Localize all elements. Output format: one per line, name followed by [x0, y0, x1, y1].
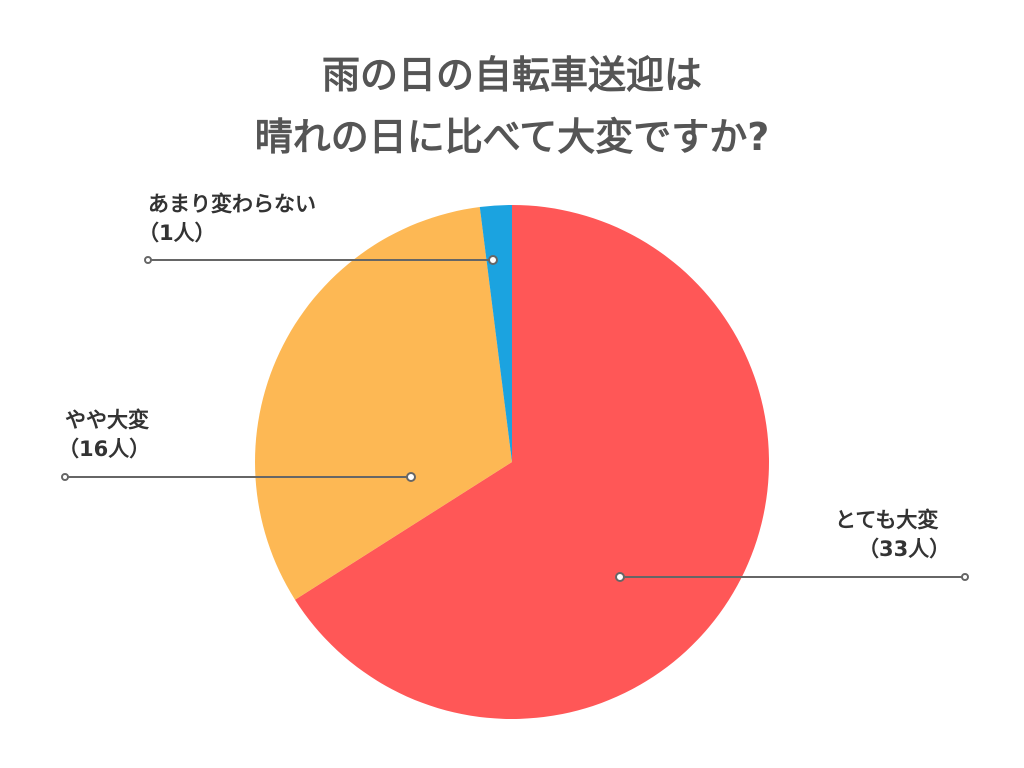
chart-title-line-1: 雨の日の自転車送迎は [322, 53, 702, 97]
slice-count-not-much-different: （1人） [138, 221, 216, 245]
pie-slice-not-much-different [479, 205, 512, 462]
pie-slices [254, 205, 769, 720]
slice-count-very-hard: （33人） [858, 537, 950, 561]
leader-dot-outer-somewhat-hard [61, 473, 69, 481]
slice-label-somewhat-hard: やや大変 [65, 408, 149, 432]
slice-label-very-hard: とても大変 [835, 508, 938, 532]
leader-dot-outer-not-much-different [144, 256, 152, 264]
leader-dot-outer-very-hard [961, 573, 969, 581]
leader-dot-inner-somewhat-hard [406, 472, 416, 482]
pie-slice-very-hard [295, 205, 769, 720]
pie-slice-somewhat-hard [254, 207, 512, 600]
chart-title-line-2: 晴れの日に比べて大変ですか? [255, 115, 770, 159]
leader-lines [61, 255, 969, 582]
leader-dot-inner-not-much-different [488, 255, 498, 265]
leader-dot-inner-very-hard [615, 572, 625, 582]
slice-label-not-much-different: あまり変わらない [148, 192, 316, 216]
slice-count-somewhat-hard: （16人） [58, 437, 150, 461]
